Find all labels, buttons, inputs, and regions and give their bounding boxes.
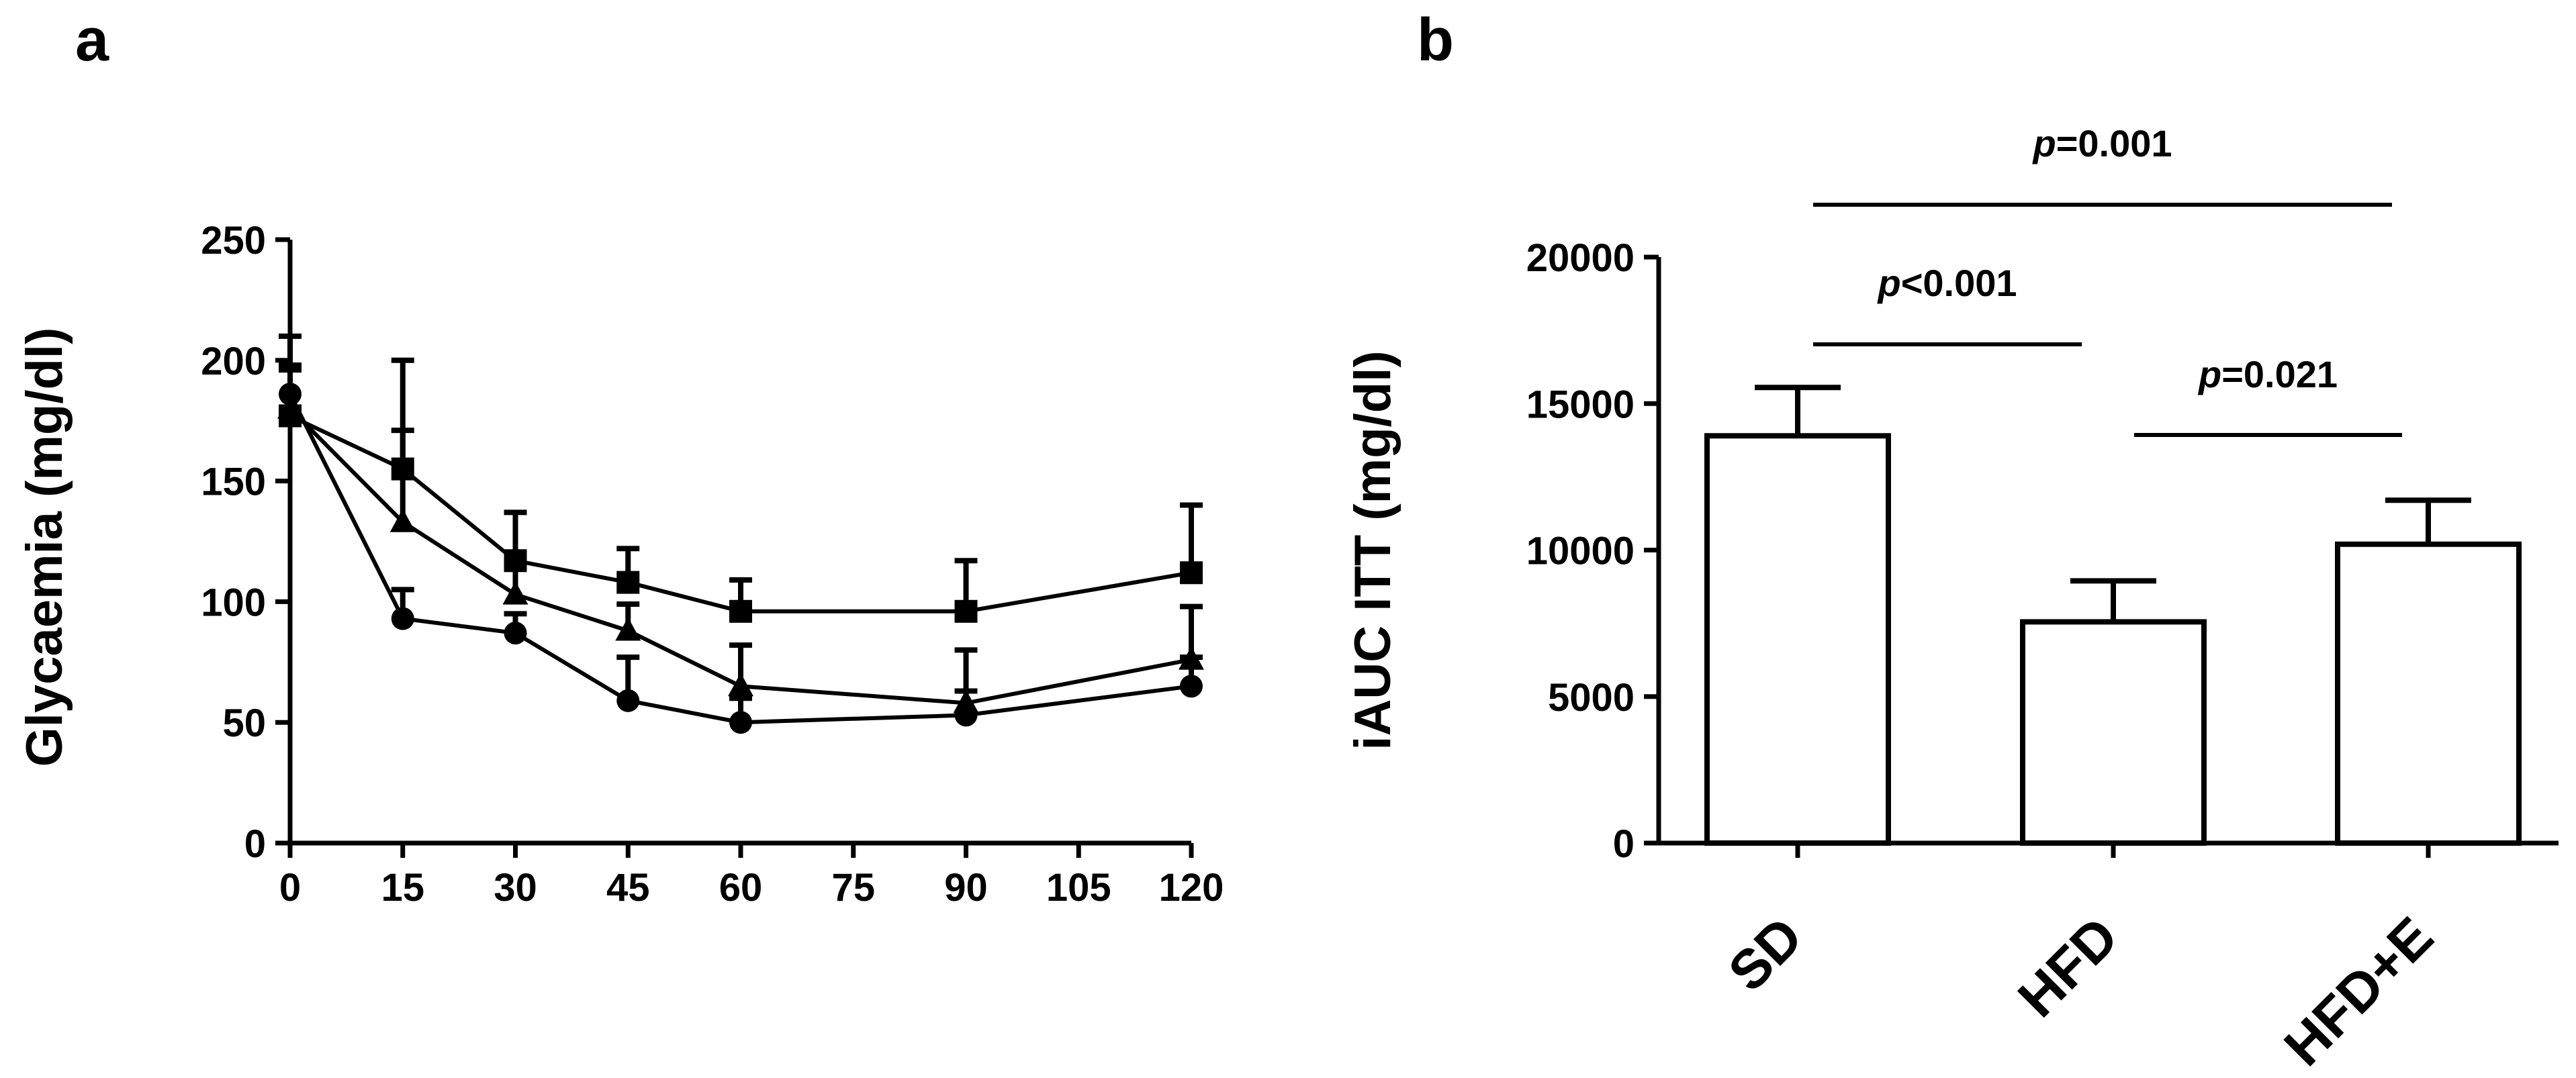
square-marker xyxy=(616,571,640,594)
bar-hfd-plus-e xyxy=(2335,541,2522,846)
x-category-label: HFD+E xyxy=(2273,905,2445,1077)
x-tick-label-a: 0 xyxy=(279,866,301,910)
circle-marker xyxy=(1180,675,1203,698)
bar-hfd xyxy=(2020,619,2207,846)
x-tick-label-a: 60 xyxy=(719,866,763,910)
p-symbol: p xyxy=(2031,122,2056,164)
p-value: =0.001 xyxy=(2056,122,2172,164)
x-tick-label-a: 120 xyxy=(1159,866,1224,910)
y-tick-label-b: 10000 xyxy=(1526,530,1635,573)
x-tick-label-a: 105 xyxy=(1046,866,1111,910)
y-tick-label-b: 20000 xyxy=(1526,236,1635,280)
circle-marker xyxy=(954,703,978,727)
x-tick-label-a: 75 xyxy=(831,866,875,910)
circle-marker xyxy=(616,689,640,712)
y-tick-label-a: 100 xyxy=(201,581,266,624)
panel-label-b: b xyxy=(1417,7,1454,74)
triangle-marker xyxy=(1179,646,1204,670)
triangle-marker xyxy=(615,617,641,641)
triangle-marker xyxy=(502,581,528,605)
p-value: <0.001 xyxy=(1901,262,2017,304)
circle-marker xyxy=(279,383,302,406)
triangle-marker xyxy=(728,673,753,697)
x-tick-label-a: 90 xyxy=(944,866,988,910)
x-tick-label-a: 45 xyxy=(606,866,650,910)
x-tick-label-a: 30 xyxy=(494,866,537,910)
panel-label-a: a xyxy=(75,7,109,74)
square-marker xyxy=(391,457,414,481)
y-tick-label-b: 5000 xyxy=(1548,676,1635,720)
circle-marker xyxy=(729,711,752,734)
circle-marker xyxy=(504,622,527,645)
p-symbol: p xyxy=(2197,353,2221,395)
significance-label: p<0.001 xyxy=(1876,262,2017,304)
p-value: =0.021 xyxy=(2221,353,2338,395)
square-marker xyxy=(1180,561,1203,585)
y-tick-label-b: 0 xyxy=(1613,822,1635,866)
x-category-label: SD xyxy=(1717,905,1814,1003)
bar-sd xyxy=(1704,433,1891,846)
y-tick-label-a: 250 xyxy=(201,219,266,262)
x-category-label: HFD xyxy=(2007,905,2130,1029)
y-tick-label-a: 50 xyxy=(222,701,266,745)
y-tick-label-a: 200 xyxy=(201,340,266,383)
significance-label: p=0.001 xyxy=(2031,122,2172,164)
y-axis-label-a: Glycaemia (mg/dl) xyxy=(16,328,73,767)
y-tick-label-a: 0 xyxy=(244,822,266,866)
significance-label: p=0.021 xyxy=(2197,353,2338,395)
y-axis-label-b: iAUC ITT (mg/dl) xyxy=(1344,350,1401,750)
y-tick-label-b: 15000 xyxy=(1526,383,1635,426)
x-tick-label-a: 15 xyxy=(381,866,424,910)
line-chart-a: 0 50 100 150 200 250 0 15 30 45 60 75 90 105 120 xyxy=(201,219,1224,910)
y-tick-label-a: 150 xyxy=(201,460,266,504)
square-marker xyxy=(729,599,752,623)
circle-marker xyxy=(391,607,414,630)
p-symbol: p xyxy=(1876,262,1900,304)
triangle-marker xyxy=(277,395,303,419)
square-marker xyxy=(954,599,978,623)
square-marker xyxy=(504,549,527,573)
triangle-marker xyxy=(389,508,416,532)
